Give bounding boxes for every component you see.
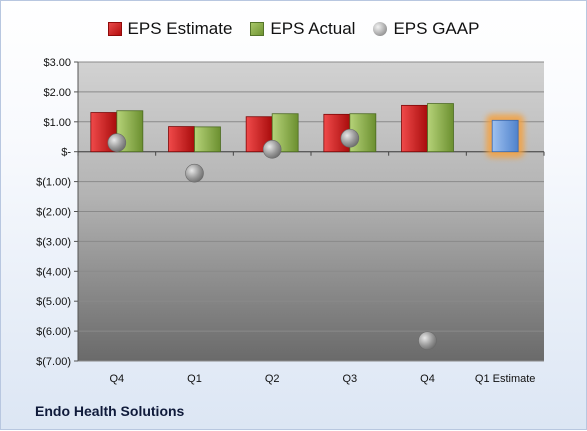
y-tick-label: $(3.00) [36,236,71,248]
company-name: Endo Health Solutions [35,403,185,419]
y-tick-label: $(1.00) [36,177,71,189]
point-eps-gaap [107,133,127,153]
y-tick-label: $2.00 [43,87,71,99]
x-tick-label: Q4 [420,373,435,385]
point-eps-gaap [418,331,437,350]
bar-eps-actual [427,103,454,153]
y-tick-label: $3.00 [43,57,71,69]
legend-swatch-eps-estimate [107,22,122,36]
point-eps-gaap [185,163,204,183]
bar-eps-actual [194,126,221,153]
y-tick-label: $- [61,147,71,159]
x-tick-label: Q4 [109,373,124,385]
legend-item-eps-estimate: EPS Estimate [107,19,233,39]
legend: EPS Estimate EPS Actual EPS GAAP [1,15,586,43]
x-tick-label: Q1 Estimate [475,373,536,385]
y-tick-label: $(4.00) [36,266,71,278]
bar-eps-estimate [401,104,428,153]
x-tick-label: Q2 [265,373,280,385]
legend-item-eps-actual: EPS Actual [250,19,355,39]
legend-item-eps-gaap: EPS GAAP [373,19,479,39]
y-tick-label: $1.00 [43,117,71,129]
legend-swatch-eps-actual [250,22,265,36]
y-tick-label: $(7.00) [36,356,71,368]
y-tick-label: $(2.00) [36,207,71,219]
legend-label-eps-gaap: EPS GAAP [393,19,480,38]
legend-swatch-eps-gaap [373,22,388,36]
point-eps-gaap [340,128,360,148]
point-eps-gaap [262,140,282,159]
legend-label-eps-estimate: EPS Estimate [127,19,233,38]
bar-q1-estimate [491,119,519,153]
x-tick-label: Q1 [187,373,202,385]
bar-eps-estimate [168,126,195,153]
legend-label-eps-actual: EPS Actual [270,19,356,38]
y-tick-label: $(5.00) [36,296,71,308]
x-tick-label: Q3 [342,373,357,385]
y-tick-label: $(6.00) [36,326,71,338]
